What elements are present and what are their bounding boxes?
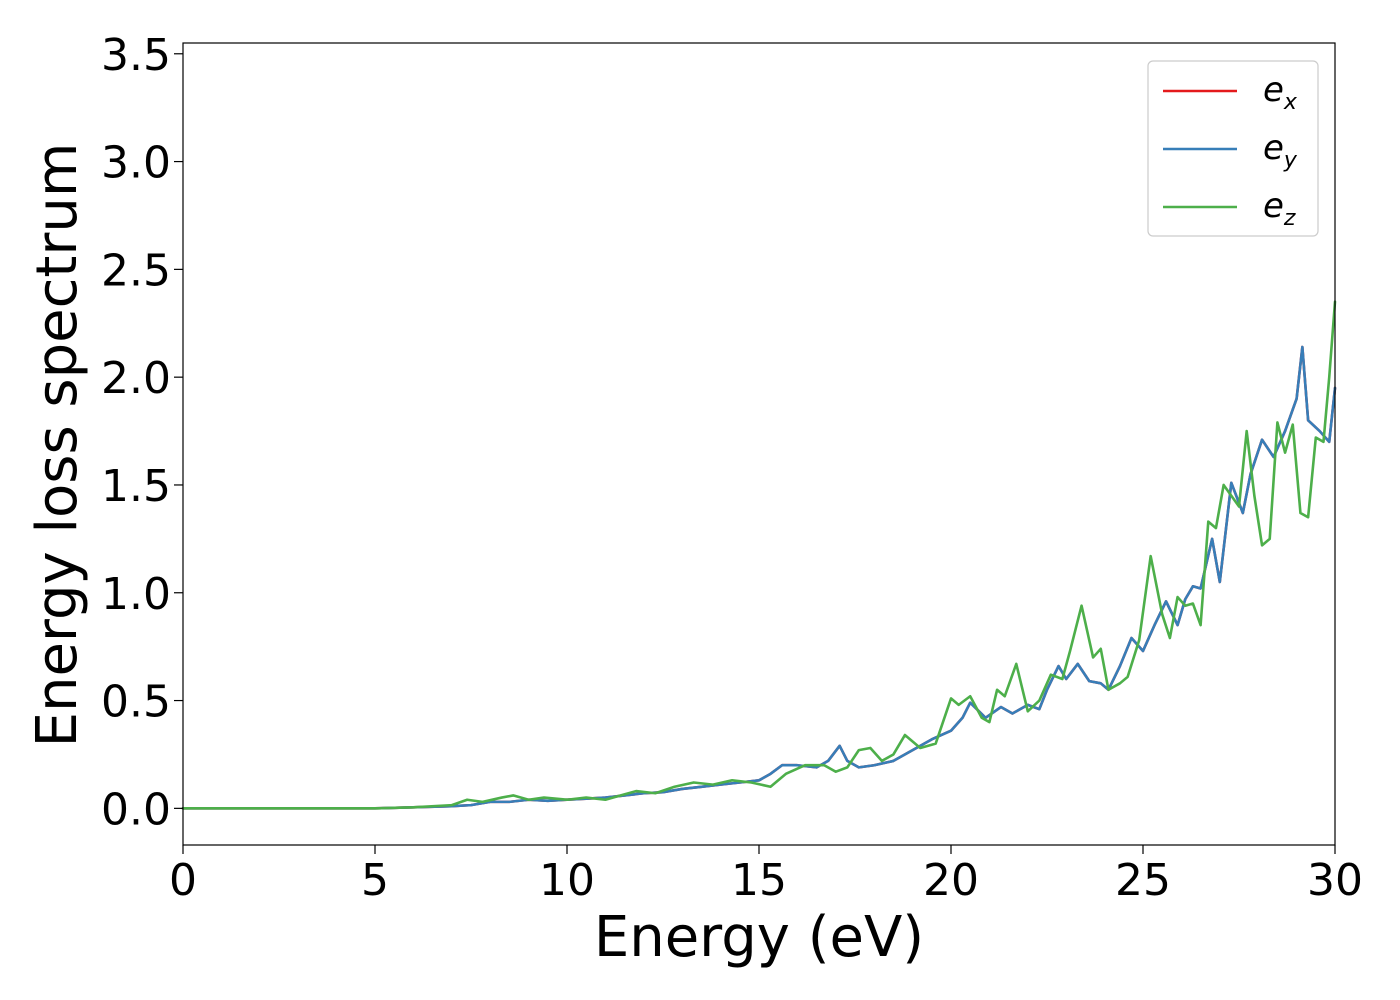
legend-label-e-x: ex [1263,70,1298,115]
series-layer [181,300,1337,810]
y-tick-label: 0.5 [101,677,171,728]
legend-label-subscript: y [1283,148,1298,173]
x-tick-label: 0 [169,855,197,906]
legend-label-base: e [1263,186,1284,226]
y-tick-label: 2.0 [101,353,171,404]
legend-label-subscript: z [1283,206,1296,231]
x-tick-label: 25 [1115,855,1171,906]
x-axis-label: Energy (eV) [594,905,924,970]
y-tick-label: 3.5 [101,30,171,81]
legend-label-e-z: ez [1263,186,1296,231]
x-tick-label: 5 [361,855,389,906]
legend-label-base: e [1263,70,1284,110]
axes-layer: 0 5 10 15 20 25 30 0.0 0.5 1.0 1.5 2.0 2.5 3.0 3.5 [101,30,1363,906]
legend-label-subscript: x [1283,90,1298,115]
series-line-e-z [181,300,1337,810]
x-tick-label: 10 [539,855,595,906]
y-tick-label: 1.0 [101,569,171,620]
legend-label-e-y: ey [1263,128,1298,173]
x-tick-label: 15 [731,855,787,906]
x-tick-label: 30 [1307,855,1363,906]
x-tick-label: 20 [923,855,979,906]
y-tick-label: 3.0 [101,138,171,189]
y-tick-label: 1.5 [101,461,171,512]
y-axis-label: Energy loss spectrum [25,143,90,748]
y-tick-label: 0.0 [101,784,171,835]
y-tick-label: 2.5 [101,245,171,296]
legend-label-base: e [1263,128,1284,168]
